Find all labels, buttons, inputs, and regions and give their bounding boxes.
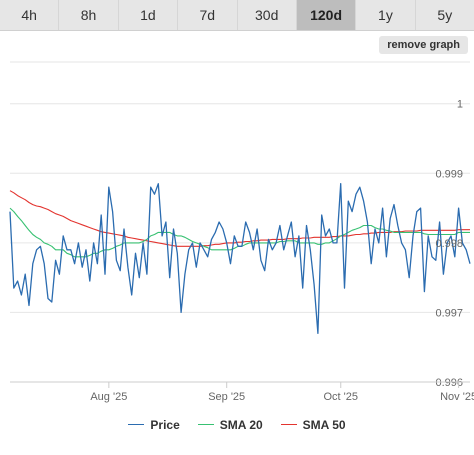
tab-1d[interactable]: 1d <box>119 0 179 30</box>
legend-item-sma-50[interactable]: SMA 50 <box>280 418 346 432</box>
y-tick-label: 0.997 <box>435 307 463 319</box>
tab-5y[interactable]: 5y <box>437 7 453 23</box>
tab-7d[interactable]: 7d <box>178 0 238 30</box>
legend-swatch <box>128 424 145 426</box>
tab-8h[interactable]: 8h <box>59 0 119 30</box>
remove-graph-button[interactable]: remove graph <box>379 36 468 54</box>
x-tick-label: Oct '25 <box>323 391 358 403</box>
tab-120d[interactable]: 120d <box>296 0 357 30</box>
tab-4h[interactable]: 4h <box>0 0 60 30</box>
legend-swatch <box>280 424 297 426</box>
y-tick-label: 0.999 <box>435 168 463 180</box>
series-line-price <box>9 183 471 334</box>
legend-label: SMA 50 <box>302 418 346 432</box>
tab-30d[interactable]: 30d <box>238 0 297 30</box>
x-tick-label: Aug '25 <box>90 391 127 403</box>
legend-label: SMA 20 <box>219 418 263 432</box>
y-tick-label: 1 <box>457 99 463 111</box>
chart-legend: Price SMA 20 SMA 50 <box>0 418 474 432</box>
x-tick-label: Sep '25 <box>208 391 245 403</box>
y-tick-label: 0.996 <box>435 377 463 389</box>
legend-label: Price <box>150 418 180 432</box>
legend-item-sma-20[interactable]: SMA 20 <box>197 418 263 432</box>
x-tick-label: Nov '25 <box>440 391 474 403</box>
legend-item-price[interactable]: Price <box>128 418 180 432</box>
timeframe-tabs: 4h 8h 1d 7d 30d 120d 1y 5y <box>0 0 474 31</box>
legend-swatch <box>197 424 214 426</box>
tab-1y[interactable]: 1y <box>356 0 416 30</box>
y-tick-label: 0.998 <box>435 238 463 250</box>
